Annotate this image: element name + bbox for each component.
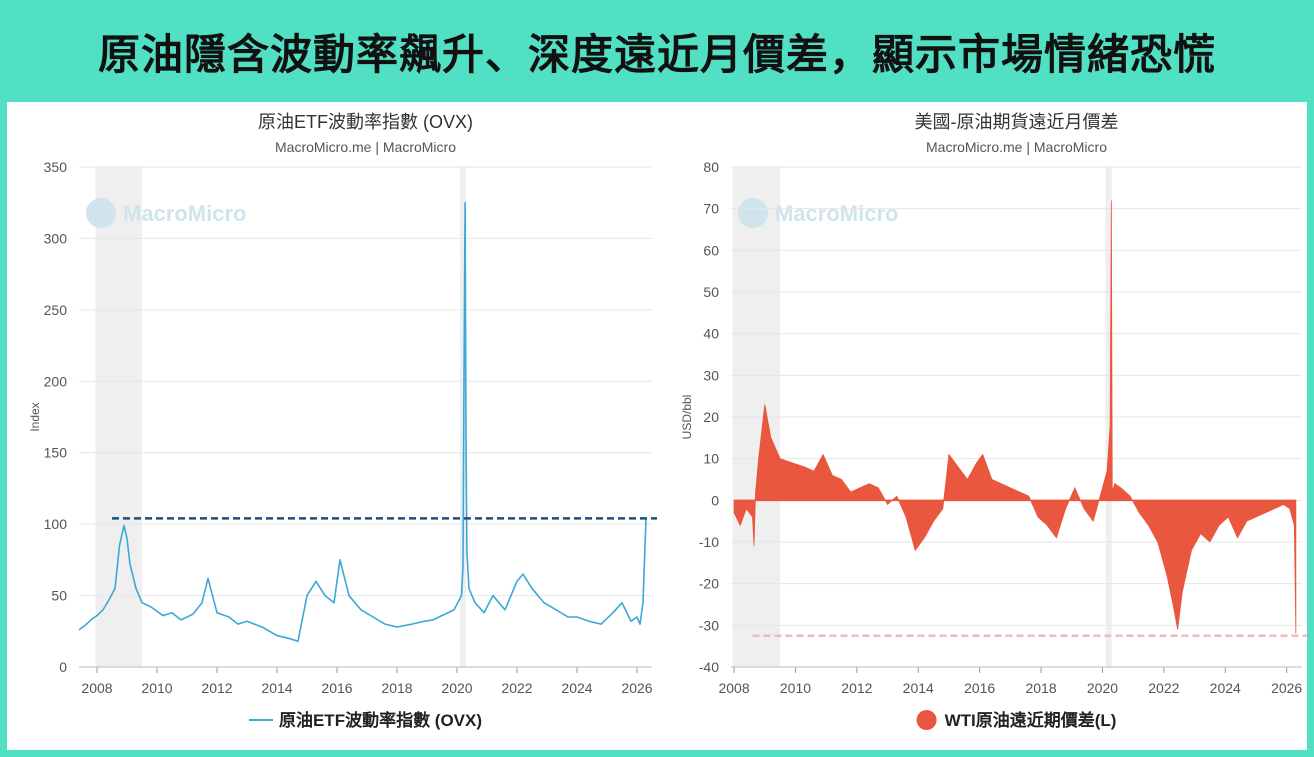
y-tick-label: 30 xyxy=(703,367,719,383)
chart-ovx: 原油ETF波動率指數 (OVX) MacroMicro.me | MacroMic… xyxy=(28,112,657,730)
chart-subtitle: MacroMicro.me | MacroMicro xyxy=(926,139,1107,155)
y-tick-label: -20 xyxy=(699,576,719,592)
y-axis-title: Index xyxy=(28,402,42,431)
x-tick-label: 2010 xyxy=(141,680,172,696)
y-tick-label: 300 xyxy=(44,230,68,246)
watermark-logo-icon xyxy=(86,198,116,228)
y-tick-label: 250 xyxy=(44,302,68,318)
series-area-wti-spread xyxy=(733,200,1297,634)
watermark-logo-icon xyxy=(738,198,768,228)
x-tick-label: 2026 xyxy=(1271,680,1302,696)
x-tick-label: 2024 xyxy=(561,680,592,696)
y-tick-label: 0 xyxy=(59,659,67,675)
x-tick-label: 2022 xyxy=(501,680,532,696)
legend-label: WTI原油遠近期價差(L) xyxy=(945,710,1117,730)
y-tick-label: 50 xyxy=(703,284,719,300)
y-tick-label: 80 xyxy=(703,159,719,175)
chart-title: 美國-原油期貨遠近月價差 xyxy=(915,112,1119,132)
y-tick-label: 20 xyxy=(703,409,719,425)
headline: 原油隱含波動率飆升、深度遠近月價差，顯示市場情緒恐慌 xyxy=(97,29,1216,79)
y-tick-label: 40 xyxy=(703,326,719,342)
chart-title: 原油ETF波動率指數 (OVX) xyxy=(258,112,473,132)
x-tick-label: 2012 xyxy=(841,680,872,696)
x-tick-label: 2016 xyxy=(321,680,352,696)
shaded-region xyxy=(95,167,142,667)
x-tick-label: 2026 xyxy=(621,680,652,696)
y-tick-label: -10 xyxy=(699,534,719,550)
y-tick-label: 50 xyxy=(51,588,67,604)
y-tick-label: 0 xyxy=(711,492,719,508)
x-tick-label: 2020 xyxy=(441,680,472,696)
chart-spread: 美國-原油期貨遠近月價差 MacroMicro.me | MacroMicro Ma… xyxy=(680,112,1307,730)
x-tick-label: 2008 xyxy=(718,680,749,696)
y-tick-label: 60 xyxy=(703,242,719,258)
series-line-ovx xyxy=(78,201,647,643)
y-tick-label: 200 xyxy=(44,373,68,389)
x-tick-label: 2018 xyxy=(1025,680,1056,696)
watermark-text: MacroMicro xyxy=(775,201,898,226)
y-axis-title: USD/bbl xyxy=(680,395,694,440)
x-tick-label: 2012 xyxy=(201,680,232,696)
y-tick-label: 100 xyxy=(44,516,68,532)
x-tick-label: 2014 xyxy=(261,680,292,696)
x-tick-label: 2016 xyxy=(964,680,995,696)
y-tick-label: -40 xyxy=(699,659,719,675)
legend-label: 原油ETF波動率指數 (OVX) xyxy=(279,710,482,730)
x-tick-label: 2010 xyxy=(780,680,811,696)
watermark-text: MacroMicro xyxy=(123,201,246,226)
y-tick-label: 150 xyxy=(44,445,68,461)
x-tick-label: 2022 xyxy=(1148,680,1179,696)
chart-panel: 原油ETF波動率指數 (OVX) MacroMicro.me | MacroMic… xyxy=(7,102,1307,750)
x-tick-label: 2024 xyxy=(1210,680,1241,696)
chart-subtitle: MacroMicro.me | MacroMicro xyxy=(275,139,456,155)
x-tick-label: 2014 xyxy=(903,680,934,696)
legend-marker-icon xyxy=(916,710,937,730)
y-tick-label: 10 xyxy=(703,451,719,467)
y-tick-label: -30 xyxy=(699,617,719,633)
x-tick-label: 2020 xyxy=(1087,680,1118,696)
y-tick-label: 350 xyxy=(44,159,68,175)
y-tick-label: 70 xyxy=(703,201,719,217)
x-tick-label: 2018 xyxy=(381,680,412,696)
x-tick-label: 2008 xyxy=(81,680,112,696)
